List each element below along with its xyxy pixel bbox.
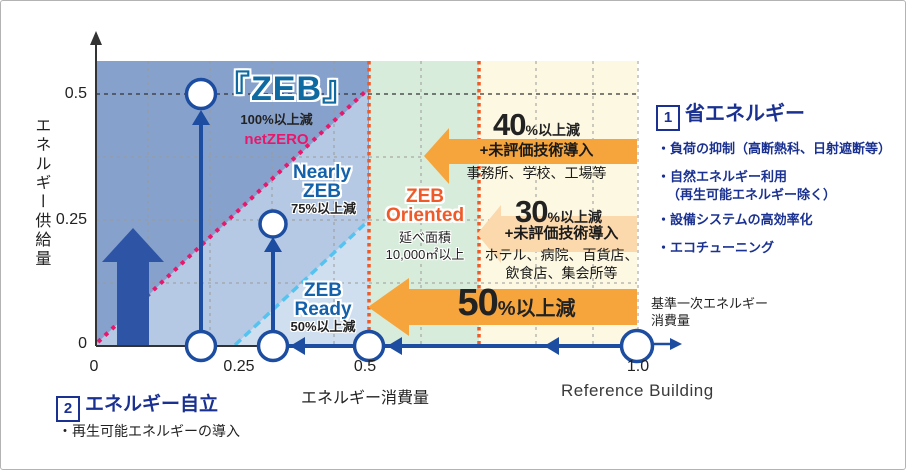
nearly-zeb-label-line1: Nearly — [292, 162, 352, 183]
zeb-ready-label-line2: Ready — [294, 299, 352, 320]
point-nearly-zeb-consumption — [256, 329, 290, 363]
zeb-oriented-sub2: 10,000㎡以上 — [385, 247, 465, 262]
value-30: 30 — [515, 194, 548, 229]
arrow-30-percent — [477, 205, 637, 263]
zeb-oriented-label-line1: ZEB — [406, 186, 444, 207]
label-40-targets: 事務所、学校、工場等 — [466, 165, 607, 181]
legend1-item-eco-tuning: ・エコチューニング — [657, 240, 775, 255]
zeb-ready-label-line1: ZEB — [304, 280, 342, 301]
label-30-targets2: 飲食店、集会所等 — [505, 265, 618, 281]
legend2-number-box: 2 — [56, 396, 80, 422]
point-zeb-supply — [184, 77, 218, 111]
label-30-targets1: ホテル、病院、百貨店、 — [484, 247, 639, 263]
y-axis-title: エネルギー供給量 — [32, 117, 50, 269]
label-40-percent: 40%以上減 — [469, 107, 604, 143]
label-30-percent: 30%以上減 — [491, 194, 626, 230]
zeb-ready-dashed-line — [233, 219, 370, 347]
unit-40: %以上減 — [525, 122, 580, 138]
value-40: 40 — [493, 107, 526, 142]
arrow-40-percent — [424, 128, 637, 184]
point-zeb-consumption — [184, 329, 218, 363]
point-reference-building — [619, 328, 655, 364]
legend1-number-box: 1 — [656, 105, 680, 131]
reference-building-label: Reference Building — [561, 381, 714, 400]
netzero-label: netZERO — [244, 131, 309, 148]
baseline-label-line2: 消費量 — [651, 313, 691, 328]
point-nearly-zeb-supply — [258, 209, 288, 239]
zeb-ready-sub: 50%以上減 — [290, 319, 356, 334]
baseline-label-line1: 基準一次エネルギー — [651, 296, 769, 311]
x-axis-title: エネルギー消費量 — [301, 390, 430, 407]
x-tick-0: 0 — [89, 358, 99, 375]
point-zeb-ready — [352, 329, 386, 363]
y-tick-0p25: 0.25 — [55, 211, 87, 228]
unit-30: %以上減 — [547, 209, 602, 225]
y-tick-0p5: 0.5 — [64, 85, 87, 102]
y-tick-0: 0 — [78, 335, 87, 352]
legend1-item-load-control: ・負荷の抑制（高断熱科、日射遮断等） — [657, 141, 892, 156]
y-axis-arrowhead — [90, 31, 102, 45]
legend1-item-natural-energy: ・自然エネルギー利用 — [657, 169, 788, 184]
zeb-zone-sub: 100%以上減 — [240, 112, 313, 127]
supply-up-arrow — [102, 228, 164, 346]
legend1-item-natural-energy-note: （再生可能エネルギー除く） — [667, 187, 837, 202]
nearly-zeb-sub: 75%以上減 — [290, 201, 357, 216]
nearly-zeb-label-line2: ZEB — [303, 181, 341, 202]
zeb-zone-title: 『ZEB』 — [216, 70, 357, 108]
legend1-item-system-efficiency: ・設備システムの高効率化 — [657, 212, 813, 227]
label-40-plus: +未評価技術導入 — [479, 142, 594, 159]
path-arrowheads — [192, 110, 682, 355]
zeb-oriented-label-line2: Oriented — [385, 205, 465, 226]
x-tick-0p25: 0.25 — [223, 358, 255, 375]
label-30-plus: +未評価技術導入 — [504, 225, 619, 242]
value-50: 50 — [457, 282, 498, 324]
data-points — [184, 77, 655, 364]
label-50-percent: 50%以上減 — [419, 282, 614, 326]
legend2-item-renewable: ・再生可能エネルギーの導入 — [58, 423, 240, 439]
x-tick-0p5: 0.5 — [353, 358, 377, 375]
arrow-50-percent — [368, 278, 637, 336]
legend1-title: 省エネルギー — [685, 103, 805, 125]
unit-50: %以上減 — [497, 298, 576, 320]
legend2-title: エネルギー自立 — [85, 394, 219, 415]
zeb-oriented-sub1: 延べ面積 — [398, 230, 451, 245]
netzero-dotted-line — [96, 88, 369, 344]
x-tick-1p0: 1.0 — [626, 358, 650, 375]
